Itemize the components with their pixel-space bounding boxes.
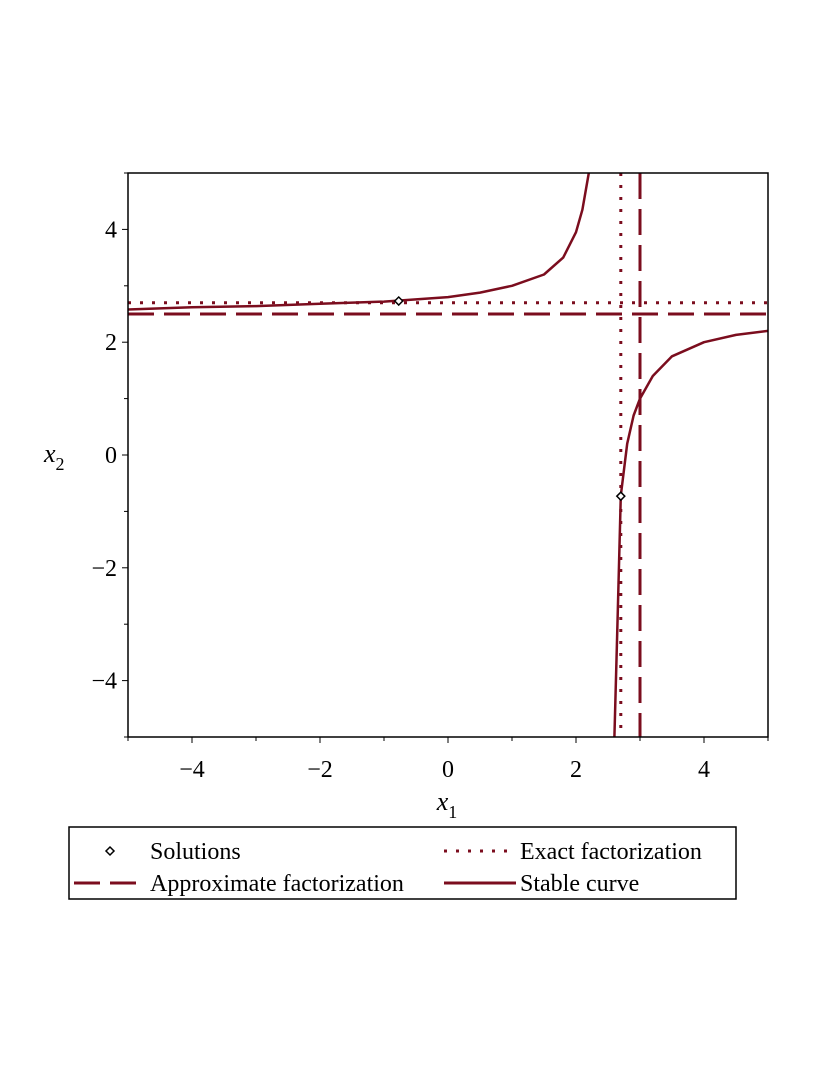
solution-point-2	[615, 491, 626, 502]
x-tick-label: 2	[570, 757, 582, 783]
legend-label: Stable curve	[520, 871, 639, 897]
y-tick-label: −4	[91, 669, 117, 695]
stable-curve-branch-2	[613, 329, 768, 737]
x-tick-label: 4	[698, 757, 710, 783]
y-tick-label: 4	[105, 217, 117, 243]
y-tick-label: 2	[105, 330, 117, 356]
x-tick-label: −2	[307, 757, 333, 783]
legend-label: Solutions	[150, 839, 241, 865]
legend-box	[68, 826, 737, 900]
legend-label: Approximate factorization	[150, 871, 404, 897]
x-tick-label: 0	[442, 757, 454, 783]
x-tick-label: −4	[179, 757, 205, 783]
y-axis-label: x2	[43, 439, 65, 474]
y-tick-label: −2	[91, 556, 117, 582]
plot-area	[128, 173, 768, 737]
legend-swatch-solutions	[104, 845, 116, 857]
solution-point-1	[393, 295, 404, 307]
x-axis-label: x1	[436, 787, 458, 822]
plot-frame	[127, 172, 769, 738]
stable-curve-branch-1	[128, 173, 591, 311]
y-tick-label: 0	[105, 443, 117, 469]
legend-label: Exact factorization	[520, 839, 702, 865]
